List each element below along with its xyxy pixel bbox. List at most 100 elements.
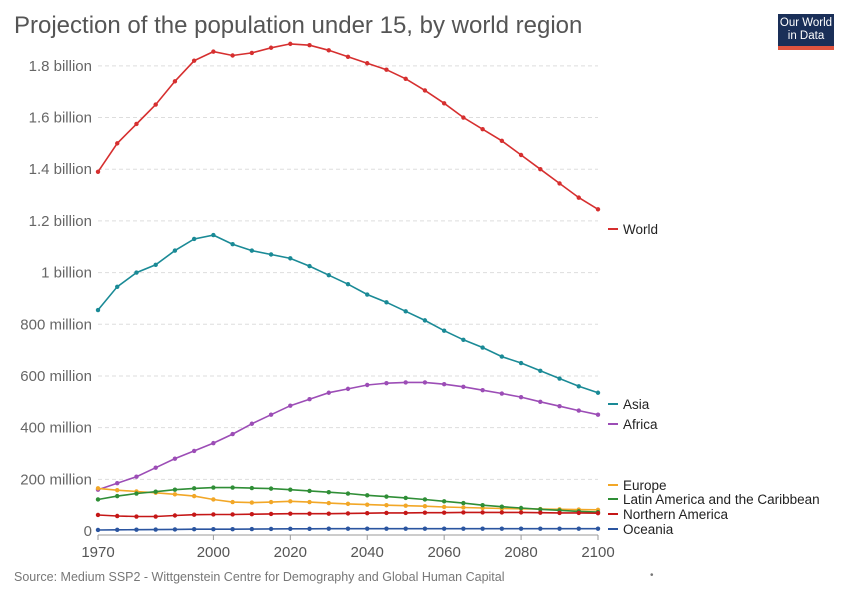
- data-point-latin-america-and-the-caribbean[interactable]: [211, 485, 216, 490]
- data-point-asia[interactable]: [230, 241, 235, 247]
- data-point-europe[interactable]: [384, 502, 389, 508]
- data-point-oceania[interactable]: [307, 526, 312, 532]
- data-point-oceania[interactable]: [422, 526, 428, 531]
- data-point-world[interactable]: [95, 169, 101, 174]
- data-point-asia[interactable]: [403, 309, 408, 314]
- data-point-world[interactable]: [134, 121, 139, 127]
- data-point-world[interactable]: [461, 115, 466, 120]
- data-point-northern-america[interactable]: [191, 512, 197, 517]
- data-point-africa[interactable]: [211, 440, 216, 446]
- data-point-world[interactable]: [557, 181, 562, 186]
- data-point-northern-america[interactable]: [288, 511, 293, 516]
- data-point-world[interactable]: [384, 67, 389, 72]
- data-point-asia[interactable]: [557, 376, 562, 381]
- data-point-world[interactable]: [307, 42, 312, 48]
- data-point-northern-america[interactable]: [384, 510, 389, 516]
- data-point-europe[interactable]: [115, 487, 120, 493]
- data-point-oceania[interactable]: [345, 526, 351, 531]
- data-point-world[interactable]: [403, 76, 408, 81]
- data-point-asia[interactable]: [595, 390, 601, 395]
- data-point-oceania[interactable]: [153, 527, 158, 532]
- data-point-northern-america[interactable]: [249, 512, 255, 517]
- data-point-asia[interactable]: [461, 337, 466, 342]
- data-point-oceania[interactable]: [384, 526, 389, 531]
- legend-label-latin-america-and-the-caribbean[interactable]: Latin America and the Caribbean: [623, 492, 820, 507]
- data-point-world[interactable]: [518, 152, 524, 158]
- data-point-northern-america[interactable]: [499, 510, 505, 515]
- data-point-africa[interactable]: [499, 391, 505, 396]
- data-point-oceania[interactable]: [134, 527, 139, 532]
- data-point-africa[interactable]: [480, 387, 485, 393]
- data-point-europe[interactable]: [95, 486, 101, 491]
- data-point-northern-america[interactable]: [153, 514, 158, 519]
- data-point-northern-america[interactable]: [326, 511, 331, 516]
- data-point-northern-america[interactable]: [576, 510, 581, 516]
- data-point-latin-america-and-the-caribbean[interactable]: [115, 493, 120, 499]
- data-point-northern-america[interactable]: [518, 510, 524, 515]
- data-point-africa[interactable]: [518, 394, 524, 400]
- data-point-oceania[interactable]: [288, 526, 293, 532]
- data-point-latin-america-and-the-caribbean[interactable]: [518, 505, 524, 511]
- data-point-africa[interactable]: [538, 399, 543, 404]
- data-point-oceania[interactable]: [230, 526, 235, 532]
- data-point-latin-america-and-the-caribbean[interactable]: [230, 485, 235, 490]
- series-line-africa[interactable]: [97, 381, 599, 491]
- data-point-world[interactable]: [268, 45, 274, 50]
- data-point-asia[interactable]: [153, 262, 158, 268]
- data-point-oceania[interactable]: [115, 527, 120, 533]
- data-point-africa[interactable]: [326, 390, 331, 395]
- data-point-asia[interactable]: [499, 354, 505, 359]
- data-point-asia[interactable]: [95, 307, 101, 313]
- data-point-oceania[interactable]: [268, 526, 274, 532]
- data-point-latin-america-and-the-caribbean[interactable]: [538, 507, 543, 512]
- data-point-world[interactable]: [576, 195, 581, 200]
- data-point-world[interactable]: [153, 102, 158, 107]
- data-point-latin-america-and-the-caribbean[interactable]: [307, 488, 312, 494]
- data-point-europe[interactable]: [461, 505, 466, 510]
- data-point-northern-america[interactable]: [595, 510, 601, 516]
- data-point-oceania[interactable]: [557, 526, 562, 531]
- data-point-latin-america-and-the-caribbean[interactable]: [403, 495, 408, 501]
- data-point-oceania[interactable]: [518, 526, 524, 531]
- data-point-world[interactable]: [211, 49, 216, 54]
- data-point-northern-america[interactable]: [365, 510, 370, 516]
- data-point-world[interactable]: [172, 79, 178, 84]
- data-point-northern-america[interactable]: [538, 510, 543, 515]
- data-point-asia[interactable]: [115, 284, 120, 289]
- data-point-latin-america-and-the-caribbean[interactable]: [422, 497, 428, 502]
- data-point-asia[interactable]: [384, 300, 389, 305]
- data-point-world[interactable]: [365, 61, 370, 66]
- data-point-asia[interactable]: [326, 272, 331, 278]
- data-point-latin-america-and-the-caribbean[interactable]: [345, 491, 351, 496]
- data-point-asia[interactable]: [268, 252, 274, 257]
- data-point-latin-america-and-the-caribbean[interactable]: [326, 490, 331, 495]
- data-point-asia[interactable]: [211, 232, 216, 238]
- data-point-world[interactable]: [441, 101, 447, 106]
- data-point-world[interactable]: [191, 58, 197, 63]
- data-point-world[interactable]: [345, 54, 351, 59]
- data-point-africa[interactable]: [441, 382, 447, 387]
- data-point-africa[interactable]: [230, 431, 235, 437]
- data-point-africa[interactable]: [403, 380, 408, 385]
- data-point-asia[interactable]: [518, 360, 524, 366]
- data-point-europe[interactable]: [268, 499, 274, 505]
- data-point-oceania[interactable]: [576, 526, 581, 531]
- data-point-africa[interactable]: [365, 382, 370, 388]
- legend-label-africa[interactable]: Africa: [623, 417, 658, 432]
- data-point-latin-america-and-the-caribbean[interactable]: [480, 502, 485, 508]
- data-point-africa[interactable]: [595, 412, 601, 417]
- legend-label-europe[interactable]: Europe: [623, 478, 667, 493]
- data-point-asia[interactable]: [134, 270, 139, 275]
- data-point-world[interactable]: [326, 48, 331, 53]
- data-point-oceania[interactable]: [480, 526, 485, 531]
- data-point-africa[interactable]: [288, 403, 293, 408]
- legend-label-northern-america[interactable]: Northern America: [623, 507, 729, 522]
- data-point-latin-america-and-the-caribbean[interactable]: [172, 487, 178, 492]
- data-point-latin-america-and-the-caribbean[interactable]: [249, 485, 255, 491]
- legend-label-asia[interactable]: Asia: [623, 397, 650, 412]
- data-point-asia[interactable]: [480, 345, 485, 350]
- data-point-asia[interactable]: [345, 282, 351, 287]
- data-point-northern-america[interactable]: [480, 510, 485, 515]
- data-point-northern-america[interactable]: [95, 512, 101, 518]
- data-point-northern-america[interactable]: [422, 510, 428, 515]
